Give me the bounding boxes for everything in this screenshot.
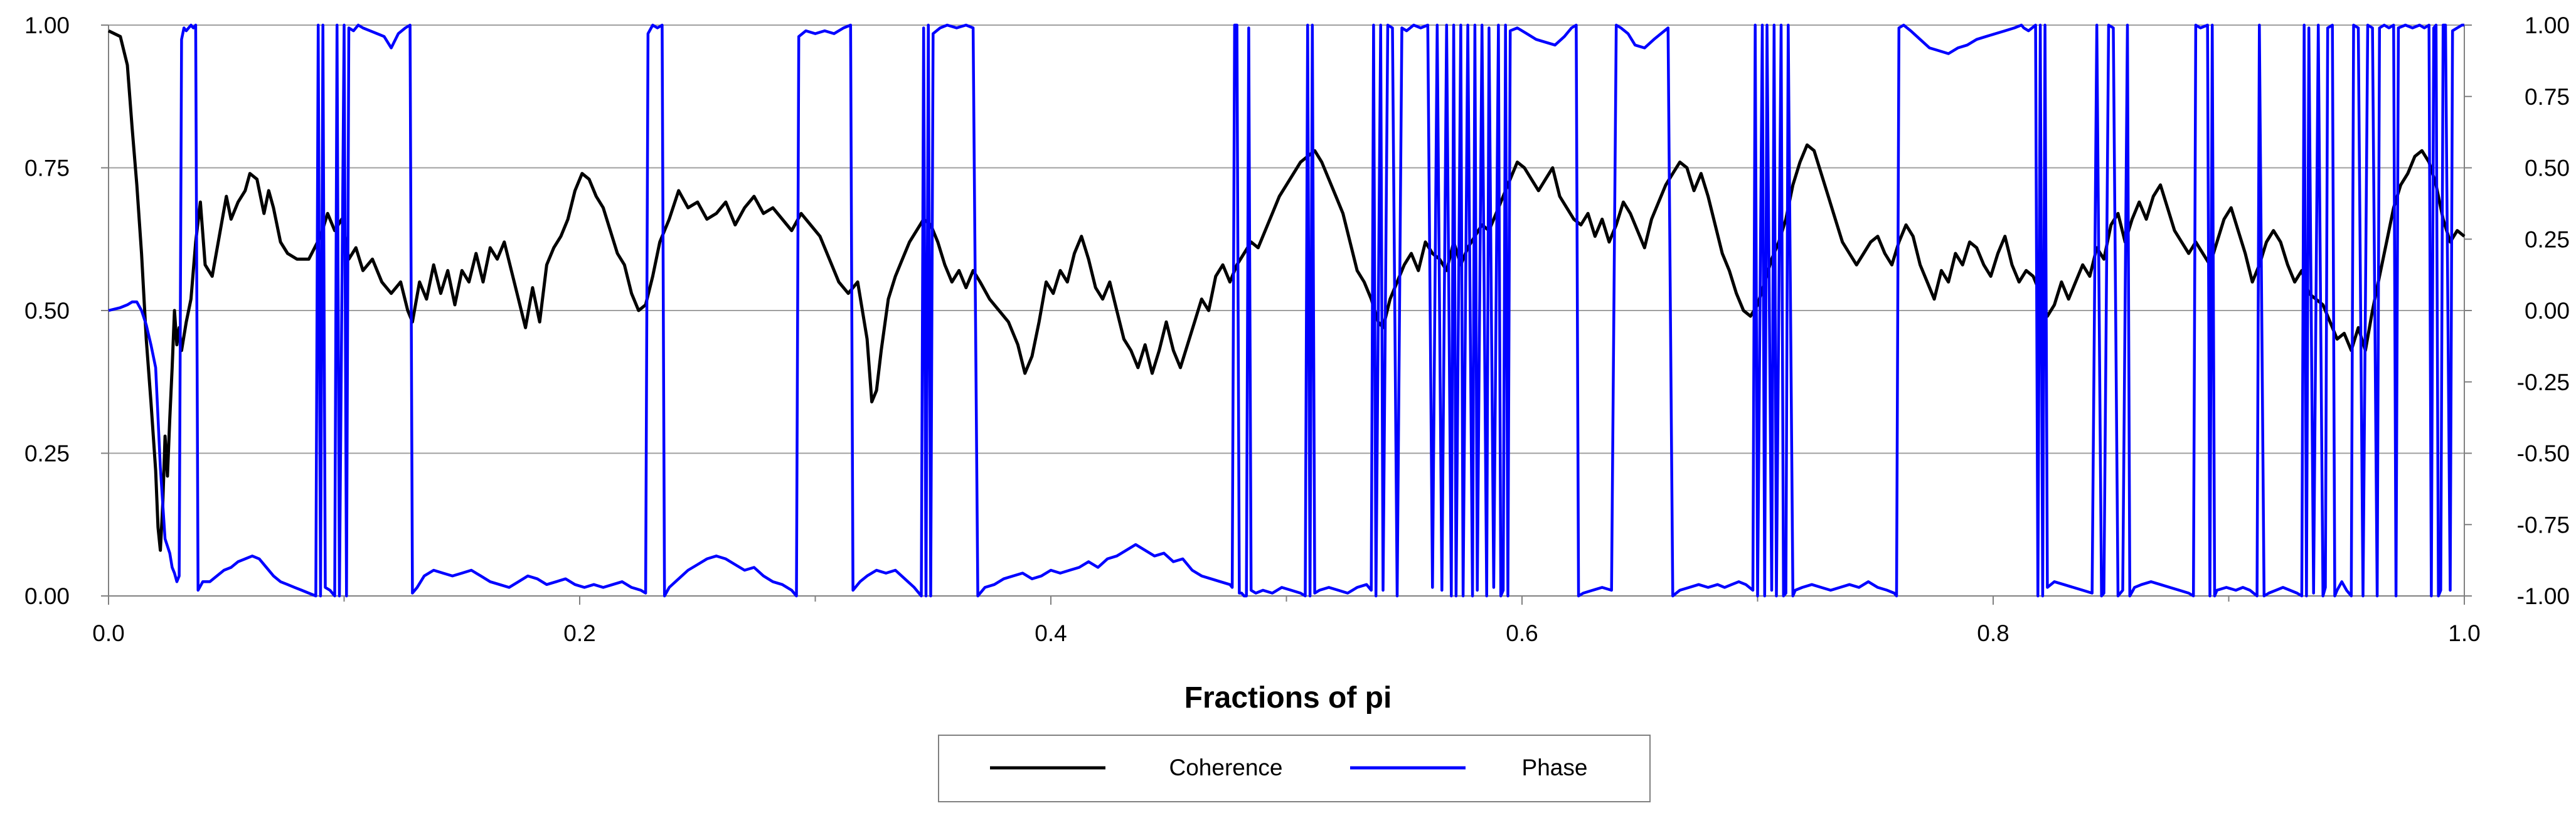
x-axis-label: Fractions of pi — [1184, 681, 1392, 715]
y-tick-label: 0.50 — [24, 298, 70, 324]
y2-tick-label: 0.75 — [2525, 84, 2570, 110]
legend-label-phase: Phase — [1522, 755, 1588, 780]
x-tick-label: 0.8 — [1977, 620, 2009, 646]
y-tick-label: 0.25 — [24, 441, 70, 467]
grid-layer — [109, 24, 2464, 597]
y2-tick-label: -0.75 — [2517, 512, 2570, 538]
y2-tick-label: -0.25 — [2517, 369, 2570, 395]
y2-tick-label: 0.00 — [2525, 298, 2570, 324]
axis-layer: 0.00 0.25 0.50 0.75 1.00 -1.00 -0.75 -0.50 -0.25… — [24, 13, 2570, 646]
y2-tick-label: 1.00 — [2525, 13, 2570, 38]
legend-label-coherence: Coherence — [1169, 755, 1282, 780]
y2-tick-label: 0.50 — [2525, 156, 2570, 181]
x-tick-label: 1.0 — [2448, 620, 2480, 646]
x-tick-label: 0.4 — [1035, 620, 1067, 646]
x-tick-label: 0.6 — [1506, 620, 1538, 646]
y2-tick-label: -0.50 — [2517, 441, 2570, 467]
series-line-phase — [108, 23, 2464, 598]
y2-tick-label: -1.00 — [2517, 583, 2570, 609]
series-layer — [107, 23, 2466, 598]
y-tick-label: 0.00 — [24, 583, 70, 609]
legend: Coherence Phase — [938, 735, 1651, 802]
y-tick-label: 1.00 — [24, 13, 70, 38]
series-line-coherence — [107, 29, 2466, 552]
y2-tick-label: 0.25 — [2525, 226, 2570, 252]
y-tick-label: 0.75 — [24, 156, 70, 181]
x-tick-label: 0.0 — [92, 620, 124, 646]
x-tick-label: 0.2 — [563, 620, 595, 646]
label-layer: Fractions of pi — [1184, 681, 1392, 715]
